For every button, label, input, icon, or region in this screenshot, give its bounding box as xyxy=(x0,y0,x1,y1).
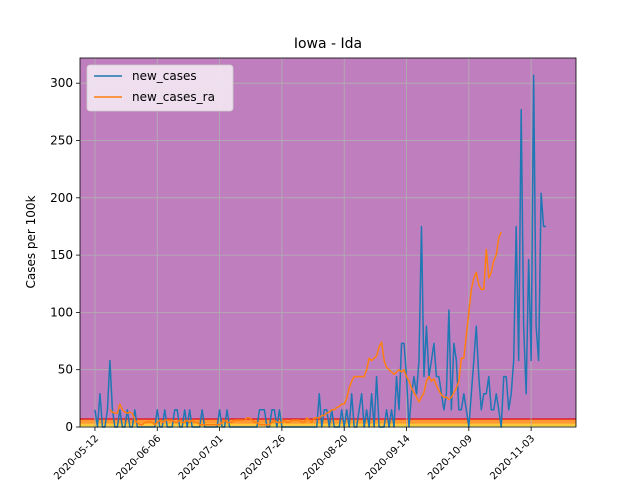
legend: new_cases new_cases_ra xyxy=(87,65,233,111)
y-tick-label-0: 0 xyxy=(65,420,73,434)
y-axis-label: Cases per 100k xyxy=(24,195,38,288)
plot-area xyxy=(80,58,576,427)
y-tick-label-2: 100 xyxy=(50,305,73,319)
legend-label-new_cases: new_cases xyxy=(132,69,197,83)
x-tick-label-2: 2020-07-01 xyxy=(177,433,226,480)
y-tick-label-3: 150 xyxy=(50,248,73,262)
x-tick-label-1: 2020-06-06 xyxy=(115,433,164,480)
x-tick-label-3: 2020-07-26 xyxy=(239,433,288,480)
x-axis: 2020-05-12 2020-06-06 2020-07-01 2020-07-26… xyxy=(52,427,537,480)
y-axis: 0 50 100 150 200 250 300 xyxy=(50,76,80,434)
legend-label-new_cases_ra: new_cases_ra xyxy=(132,90,215,104)
y-tick-label-6: 300 xyxy=(50,76,73,90)
y-tick-label-4: 200 xyxy=(50,191,73,205)
x-tick-label-0: 2020-05-12 xyxy=(52,433,101,480)
chart-title: Iowa - Ida xyxy=(294,36,362,52)
x-tick-label-6: 2020-10-09 xyxy=(426,433,475,480)
plot-background xyxy=(80,58,576,427)
x-tick-label-5: 2020-09-14 xyxy=(364,433,413,480)
y-tick-label-5: 250 xyxy=(50,134,73,148)
x-tick-label-4: 2020-08-20 xyxy=(301,433,350,480)
x-tick-label-7: 2020-11-03 xyxy=(488,433,537,480)
y-tick-label-1: 50 xyxy=(58,363,73,377)
